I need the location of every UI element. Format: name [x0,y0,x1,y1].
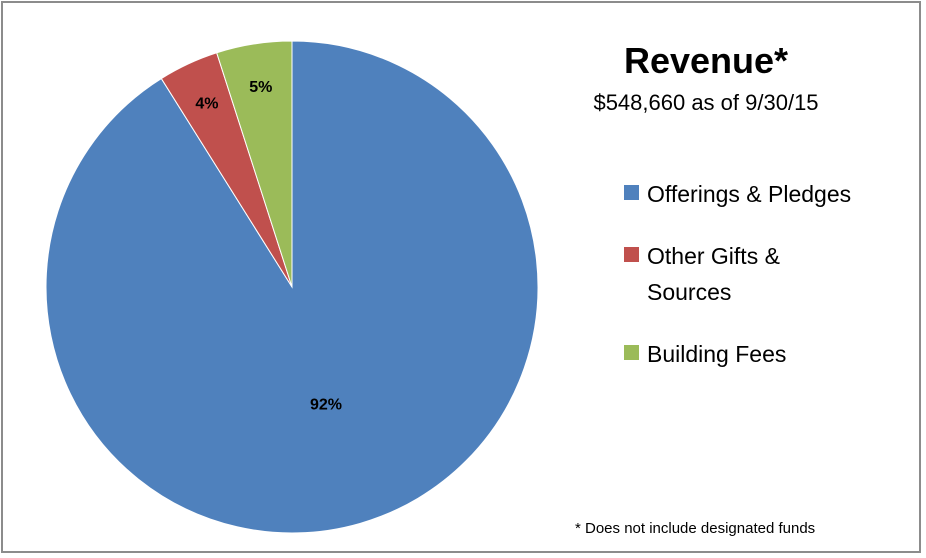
legend-label: Offerings & Pledges [647,181,852,207]
legend-swatch [624,185,639,200]
legend-swatch [624,345,639,360]
chart-subtitle: $548,660 as of 9/30/15 [593,90,819,115]
legend: Offerings & Pledges Other Gifts & Sources… [624,176,862,398]
legend-entry: Other Gifts & Sources [624,238,862,310]
pie-slice [216,40,293,288]
chart-title: Revenue* [623,40,789,81]
legend-label: Other Gifts & Sources [647,243,780,305]
slice-label: 5% [249,79,272,96]
legend-swatch [624,247,639,262]
footnote: * Does not include designated funds [575,520,816,537]
legend-label: Building Fees [647,341,787,367]
slice-label: 92% [310,396,342,413]
legend-entry: Offerings & Pledges [624,176,862,212]
legend-entry: Building Fees [624,336,862,372]
slice-label: 4% [195,95,218,112]
